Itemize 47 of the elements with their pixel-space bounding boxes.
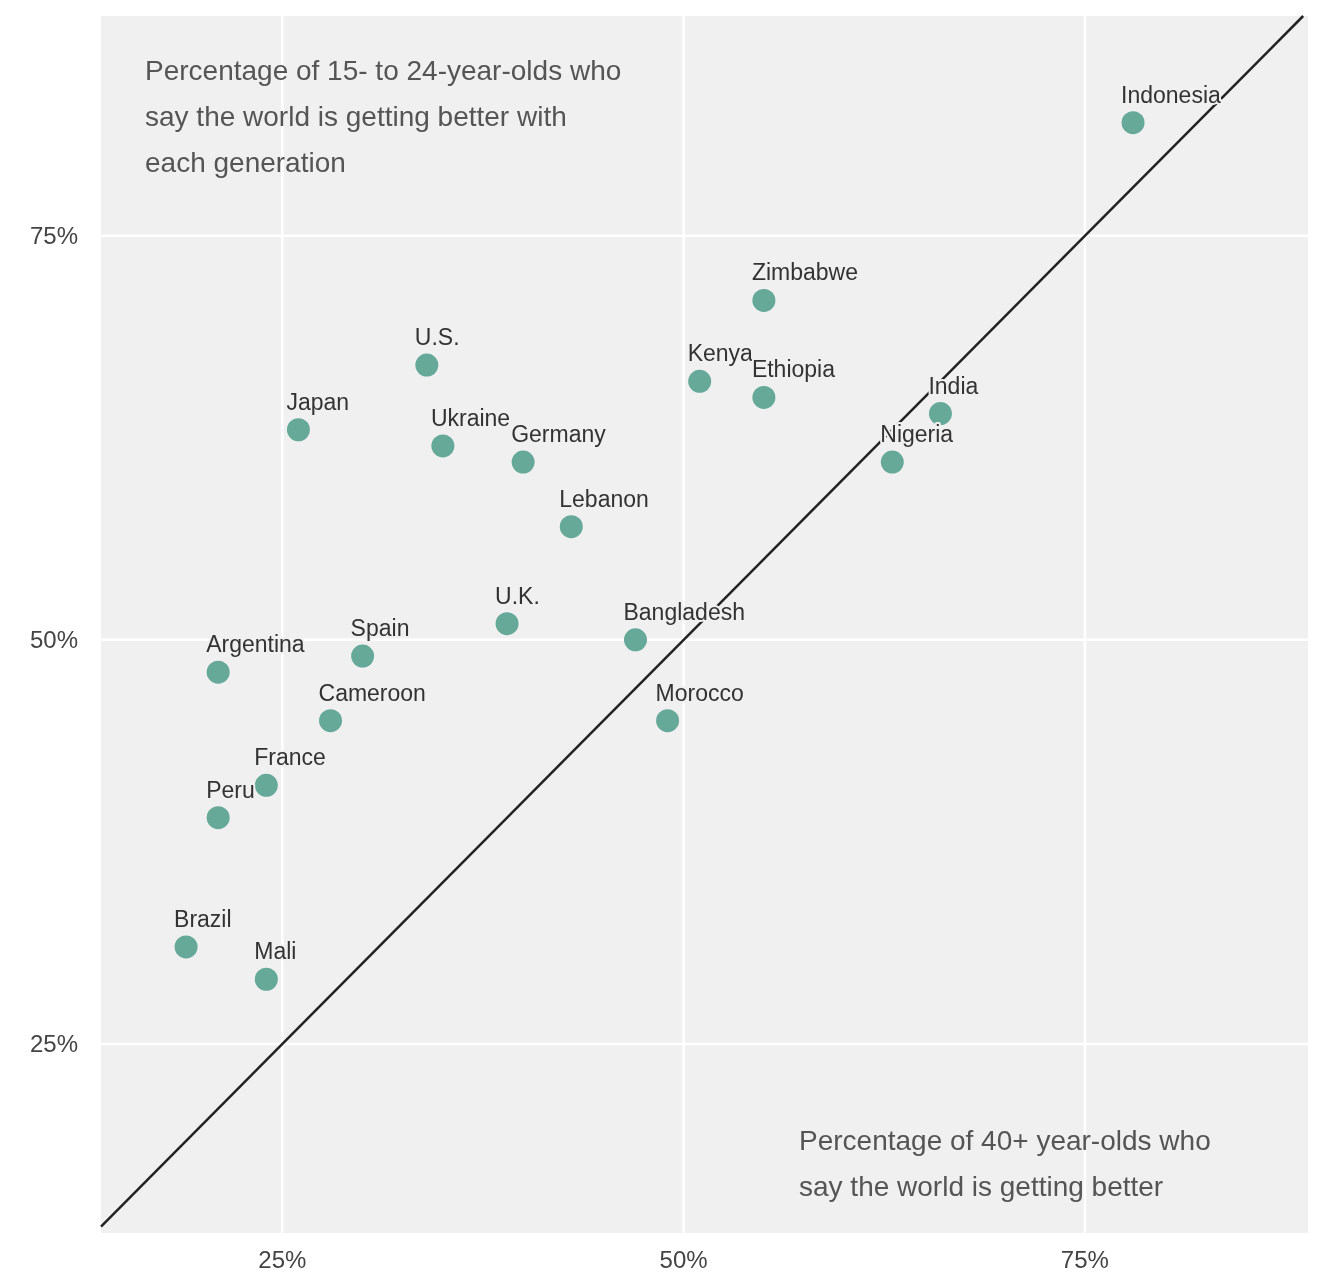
annotation: Brazil: [174, 905, 232, 932]
point: [286, 418, 310, 442]
annotation: Ethiopia: [751, 356, 836, 383]
annotation: Mali: [254, 938, 297, 965]
annotation: Cameroon: [318, 679, 426, 706]
point: [174, 935, 198, 959]
annotation: France: [254, 744, 326, 771]
point: [495, 612, 519, 636]
point: [752, 288, 776, 312]
annotation: Zimbabwe: [751, 259, 858, 286]
annotation: Kenya: [687, 340, 754, 367]
annotation: Indonesia: [1121, 81, 1222, 108]
y-axis-title: Percentage of 15- to 24-year-olds who say the world is getting better with each generation: [145, 55, 622, 178]
point: [254, 773, 278, 797]
x-axis-title: Percentage of 40+ year-olds who say the world is getting better: [799, 1125, 1211, 1202]
annotation: U.K.: [495, 582, 540, 609]
y-tick-label: 25%: [29, 1030, 79, 1058]
point: [880, 450, 904, 474]
annotation: Ukraine: [430, 404, 511, 431]
annotation: Japan: [286, 388, 350, 415]
annotation: Spain: [350, 615, 410, 642]
annotation: Germany: [511, 421, 607, 448]
point: [559, 515, 583, 539]
annotation: Argentina: [206, 631, 305, 658]
annotation: Lebanon: [559, 485, 649, 512]
point: [688, 369, 712, 393]
point: [928, 402, 952, 426]
point: [206, 806, 230, 830]
point: [319, 709, 343, 733]
point: [1121, 111, 1145, 135]
y-tick-label: 75%: [29, 222, 79, 250]
annotation: Morocco: [655, 679, 744, 706]
annotation: Peru: [206, 776, 255, 803]
point: [206, 660, 230, 684]
x-tick-label: 75%: [1060, 1246, 1109, 1273]
point: [511, 450, 535, 474]
point: [431, 434, 455, 458]
point: [752, 385, 776, 409]
annotation: U.S.: [414, 324, 460, 351]
point: [415, 353, 439, 377]
x-tick-label: 50%: [659, 1246, 708, 1273]
y-tick-label: 50%: [29, 626, 79, 654]
x-tick-label: 25%: [258, 1246, 307, 1273]
point: [656, 709, 680, 733]
point: [623, 628, 647, 652]
point: [351, 644, 375, 668]
point: [254, 967, 278, 991]
